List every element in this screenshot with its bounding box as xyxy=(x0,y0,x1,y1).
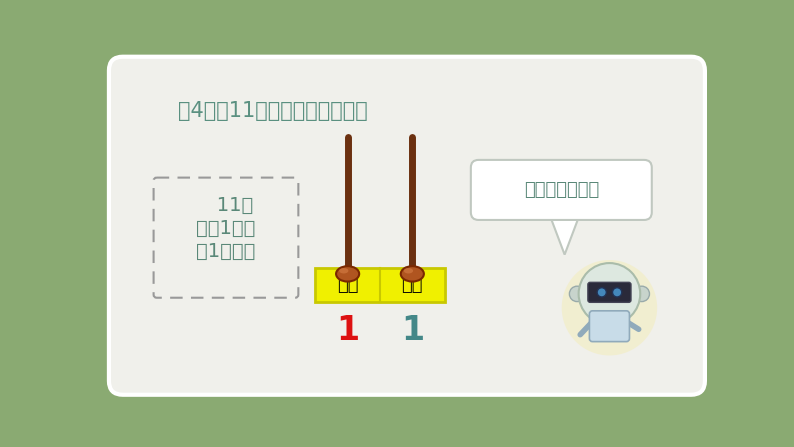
FancyBboxPatch shape xyxy=(471,160,652,220)
Text: 11表: 11表 xyxy=(198,196,253,215)
Polygon shape xyxy=(548,211,581,255)
Text: 1: 1 xyxy=(336,314,359,347)
Circle shape xyxy=(569,286,585,302)
Circle shape xyxy=(579,263,640,325)
FancyBboxPatch shape xyxy=(588,283,631,302)
Ellipse shape xyxy=(336,266,359,282)
Text: 十位: 十位 xyxy=(337,276,358,294)
FancyBboxPatch shape xyxy=(589,311,630,342)
Ellipse shape xyxy=(401,266,424,282)
Ellipse shape xyxy=(404,268,413,274)
Text: 和1个一。: 和1个一。 xyxy=(196,242,256,261)
Circle shape xyxy=(561,260,657,355)
Text: （4）把11在计数器上画出来。: （4）把11在计数器上画出来。 xyxy=(178,101,368,122)
Ellipse shape xyxy=(339,268,349,274)
Text: 个位: 个位 xyxy=(402,276,423,294)
FancyBboxPatch shape xyxy=(315,268,445,302)
Text: 1: 1 xyxy=(401,314,424,347)
Circle shape xyxy=(597,288,607,297)
Circle shape xyxy=(634,286,649,302)
FancyBboxPatch shape xyxy=(109,57,705,395)
Text: 为什么这样画？: 为什么这样画？ xyxy=(524,181,599,199)
Circle shape xyxy=(612,288,622,297)
Text: 示有1个十: 示有1个十 xyxy=(196,219,256,238)
